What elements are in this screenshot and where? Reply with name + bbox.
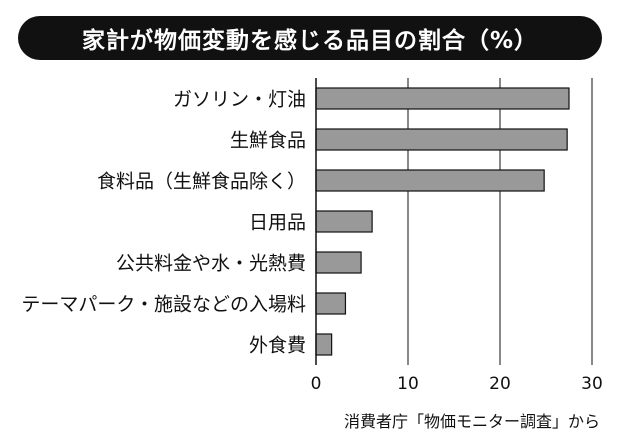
bar [315, 87, 570, 110]
bar [315, 210, 373, 233]
bar [315, 333, 333, 356]
x-tick-labels: 0 10 20 30 [311, 374, 603, 394]
category-label: 公共料金や水・光熱費 [116, 253, 306, 275]
category-label: 外食費 [249, 335, 306, 357]
bar [315, 169, 545, 192]
category-label: 食料品（生鮮食品除く） [97, 171, 306, 193]
bar [315, 251, 362, 274]
category-label: 生鮮食品 [230, 130, 306, 152]
x-tick-label: 30 [581, 374, 603, 394]
bars [315, 87, 570, 356]
category-label: 日用品 [249, 212, 306, 234]
category-label: テーマパーク・施設などの入場料 [21, 294, 306, 316]
x-tick-label: 0 [311, 374, 322, 394]
category-label: ガソリン・灯油 [173, 89, 306, 111]
bar [315, 128, 568, 151]
x-tick-label: 10 [397, 374, 419, 394]
source-note: 消費者庁「物価モニター調査」から [343, 412, 600, 431]
grid-lines [407, 78, 593, 365]
bar [315, 292, 347, 315]
chart-title: 家計が物価変動を感じる品目の割合（%） [18, 16, 602, 60]
x-tick-label: 20 [489, 374, 511, 394]
